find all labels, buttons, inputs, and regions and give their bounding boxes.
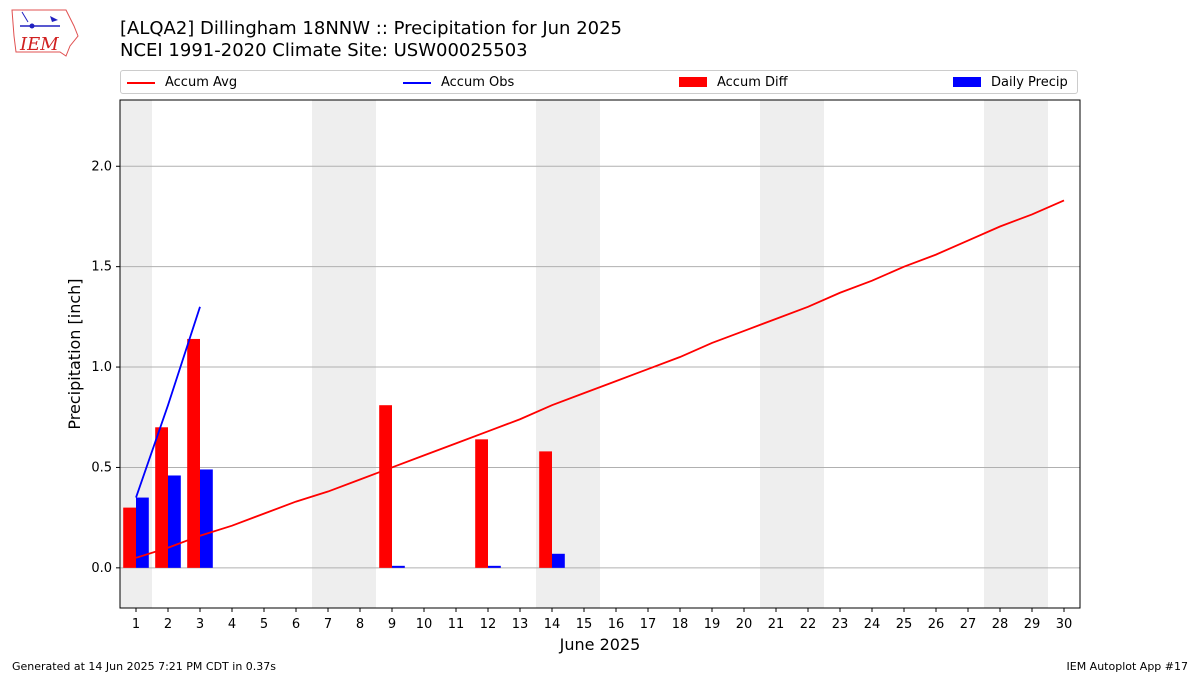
iem-logo: IEM	[8, 6, 80, 58]
x-tick-label: 7	[324, 617, 332, 632]
x-axis-label: June 2025	[559, 635, 641, 654]
x-tick-label: 17	[640, 617, 657, 632]
generated-footer: Generated at 14 Jun 2025 7:21 PM CDT in …	[12, 660, 277, 673]
x-tick-label: 10	[416, 617, 433, 632]
y-tick-label: 1.0	[91, 360, 112, 375]
x-tick-label: 8	[356, 617, 364, 632]
y-tick-label: 2.0	[91, 159, 112, 174]
x-tick-label: 4	[228, 617, 236, 632]
chart-title: [ALQA2] Dillingham 18NNW :: Precipitatio…	[120, 18, 622, 62]
x-tick-label: 6	[292, 617, 300, 632]
x-tick-label: 27	[960, 617, 977, 632]
x-tick-label: 15	[576, 617, 593, 632]
legend-swatch-accum-obs	[403, 82, 431, 84]
x-tick-label: 20	[736, 617, 753, 632]
y-tick-label: 0.5	[91, 460, 112, 475]
x-tick-label: 1	[132, 617, 140, 632]
x-tick-label: 22	[800, 617, 817, 632]
x-tick-label: 28	[992, 617, 1009, 632]
x-tick-label: 11	[448, 617, 465, 632]
legend-label-accum-diff: Accum Diff	[717, 75, 788, 90]
chart-legend: Accum Avg Accum Obs Accum Diff Daily Pre…	[120, 70, 1078, 94]
x-tick-label: 2	[164, 617, 172, 632]
x-tick-label: 12	[480, 617, 497, 632]
x-tick-label: 26	[928, 617, 945, 632]
weekend-shade-1	[312, 100, 376, 608]
daily-precip-bar	[168, 475, 181, 568]
x-tick-label: 3	[196, 617, 204, 632]
daily-precip-bar	[392, 565, 405, 568]
x-tick-label: 23	[832, 617, 849, 632]
x-tick-label: 5	[260, 617, 268, 632]
legend-swatch-accum-avg	[127, 82, 155, 84]
daily-precip-bar	[136, 497, 149, 568]
accum-diff-bar	[155, 427, 168, 568]
x-tick-label: 24	[864, 617, 881, 632]
weekend-shade-3	[760, 100, 824, 608]
x-tick-label: 9	[388, 617, 396, 632]
legend-label-daily-precip: Daily Precip	[991, 75, 1068, 90]
accum-diff-bar	[379, 405, 392, 568]
x-tick-label: 29	[1024, 617, 1041, 632]
plot-frame	[119, 99, 1081, 609]
y-tick-label: 1.5	[91, 260, 112, 275]
x-tick-label: 13	[512, 617, 529, 632]
title-line-1: [ALQA2] Dillingham 18NNW :: Precipitatio…	[120, 18, 622, 39]
weekend-shade-4	[984, 100, 1048, 608]
daily-precip-bar	[488, 565, 501, 568]
accum-diff-bar	[539, 451, 552, 568]
accum-diff-bar	[187, 338, 200, 568]
x-tick-label: 14	[544, 617, 561, 632]
legend-swatch-accum-diff	[679, 77, 707, 87]
y-axis-label: Precipitation [inch]	[65, 278, 84, 429]
legend-label-accum-obs: Accum Obs	[441, 75, 515, 90]
accum-diff-bar	[123, 507, 136, 568]
legend-swatch-daily-precip	[953, 77, 981, 87]
x-tick-label: 21	[768, 617, 785, 632]
x-tick-label: 30	[1056, 617, 1073, 632]
x-tick-label: 19	[704, 617, 721, 632]
accum-diff-bar	[475, 439, 488, 568]
legend-label-accum-avg: Accum Avg	[165, 75, 238, 90]
x-tick-label: 18	[672, 617, 689, 632]
accum-obs-line	[135, 306, 201, 498]
y-tick-label: 0.0	[91, 561, 112, 576]
app-footer: IEM Autoplot App #17	[1066, 660, 1189, 673]
x-tick-label: 25	[896, 617, 913, 632]
accum-avg-line	[135, 199, 1065, 559]
iowa-map-icon: IEM	[11, 9, 79, 57]
x-tick-label: 16	[608, 617, 625, 632]
title-line-2: NCEI 1991-2020 Climate Site: USW00025503	[120, 40, 528, 61]
daily-precip-bar	[200, 469, 213, 568]
daily-precip-bar	[552, 553, 565, 568]
logo-text: IEM	[19, 34, 59, 55]
